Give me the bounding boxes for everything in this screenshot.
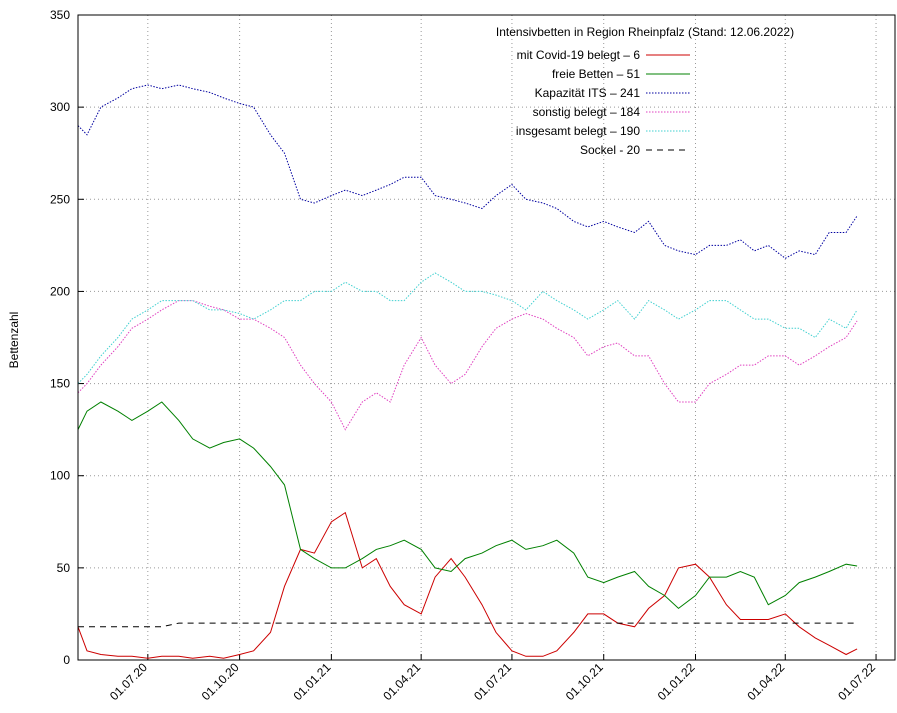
y-tick-label: 0: [63, 653, 70, 667]
y-axis-label: Bettenzahl: [7, 312, 21, 369]
x-tick-label: 01.01.21: [291, 660, 334, 703]
x-tick-label: 01.01.22: [655, 660, 698, 703]
x-tick-label: 01.04.22: [744, 660, 787, 703]
y-tick-label: 200: [50, 284, 70, 298]
legend-label: Sockel - 20: [580, 143, 640, 157]
series-line: [77, 272, 858, 384]
series-line: [78, 622, 858, 628]
x-tick-label: 01.10.21: [563, 660, 606, 703]
legend-label: Kapazität ITS – 241: [535, 86, 641, 100]
x-tick-label: 01.10.20: [199, 660, 242, 703]
x-tick-label: 01.07.22: [835, 660, 878, 703]
legend-label: mit Covid-19 belegt – 6: [517, 48, 641, 62]
y-tick-label: 100: [50, 469, 70, 483]
x-tick-label: 01.04.21: [380, 660, 423, 703]
y-tick-label: 250: [50, 192, 70, 206]
y-tick-label: 150: [50, 377, 70, 391]
series-line: [77, 84, 858, 259]
series-line: [77, 511, 858, 659]
series-line: [77, 300, 858, 431]
legend-label: freie Betten – 51: [552, 67, 640, 81]
y-tick-label: 300: [50, 100, 70, 114]
series-line: [77, 401, 858, 610]
y-tick-label: 350: [50, 8, 70, 22]
legend-label: sonstig belegt – 184: [533, 105, 641, 119]
legend-label: insgesamt belegt – 190: [516, 124, 640, 138]
legend-title: Intensivbetten in Region Rheinpfalz (Sta…: [496, 25, 794, 39]
x-tick-label: 01.07.20: [107, 660, 150, 703]
plot-frame: [77, 14, 896, 661]
x-tick-label: 01.07.21: [471, 660, 514, 703]
y-tick-label: 50: [57, 561, 71, 575]
